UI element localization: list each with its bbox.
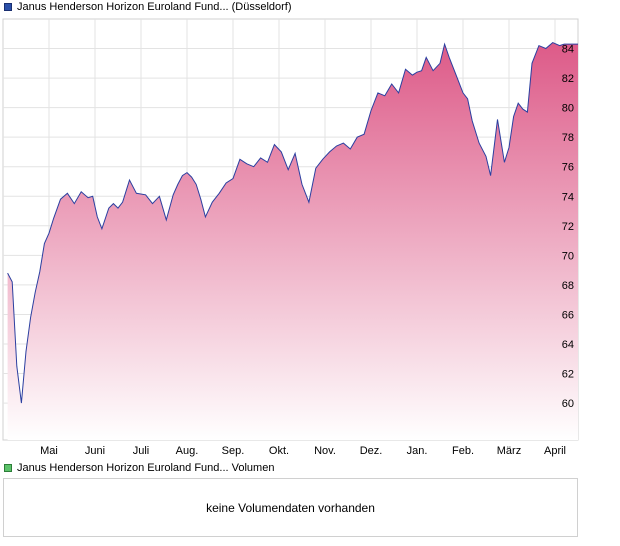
x-tick-label: Nov. <box>314 445 336 457</box>
y-tick-label: 82 <box>562 73 574 85</box>
x-tick-label: Okt. <box>269 445 289 457</box>
y-tick-label: 84 <box>562 44 574 56</box>
y-tick-label: 60 <box>562 398 574 410</box>
volume-legend-swatch <box>4 464 12 472</box>
x-tick-label: April <box>544 445 566 457</box>
volume-legend: Janus Henderson Horizon Euroland Fund...… <box>4 461 274 475</box>
y-axis-labels: 60 62 64 66 68 70 72 74 76 78 80 82 84 <box>562 44 574 411</box>
volume-panel: keine Volumendaten vorhanden <box>3 478 578 537</box>
y-tick-label: 72 <box>562 221 574 233</box>
y-tick-label: 78 <box>562 132 574 144</box>
volume-empty-message: keine Volumendaten vorhanden <box>206 501 375 515</box>
x-tick-label: Dez. <box>360 445 383 457</box>
price-line <box>7 42 578 404</box>
price-legend-label: Janus Henderson Horizon Euroland Fund...… <box>17 1 292 13</box>
x-tick-label: Juni <box>85 445 105 457</box>
y-tick-label: 70 <box>562 250 574 262</box>
y-tick-label: 76 <box>562 162 574 174</box>
y-tick-label: 66 <box>562 309 574 321</box>
x-tick-label: Feb. <box>452 445 474 457</box>
y-tick-label: 62 <box>562 369 574 381</box>
y-tick-label: 64 <box>562 339 574 351</box>
y-tick-label: 74 <box>562 191 574 203</box>
price-legend-swatch <box>4 3 12 11</box>
x-tick-label: Juli <box>133 445 150 457</box>
x-tick-label: Mai <box>40 445 58 457</box>
y-tick-label: 68 <box>562 280 574 292</box>
x-tick-label: Jan. <box>407 445 428 457</box>
x-tick-label: Sep. <box>222 445 245 457</box>
y-tick-label: 80 <box>562 103 574 115</box>
x-tick-label: März <box>497 445 521 457</box>
x-tick-label: Aug. <box>176 445 199 457</box>
price-legend: Janus Henderson Horizon Euroland Fund...… <box>4 0 292 14</box>
price-area <box>7 42 579 440</box>
volume-legend-label: Janus Henderson Horizon Euroland Fund...… <box>17 462 275 474</box>
x-axis-labels: Mai Juni Juli Aug. Sep. Okt. Nov. Dez. Jan. Feb. M… <box>40 445 566 457</box>
